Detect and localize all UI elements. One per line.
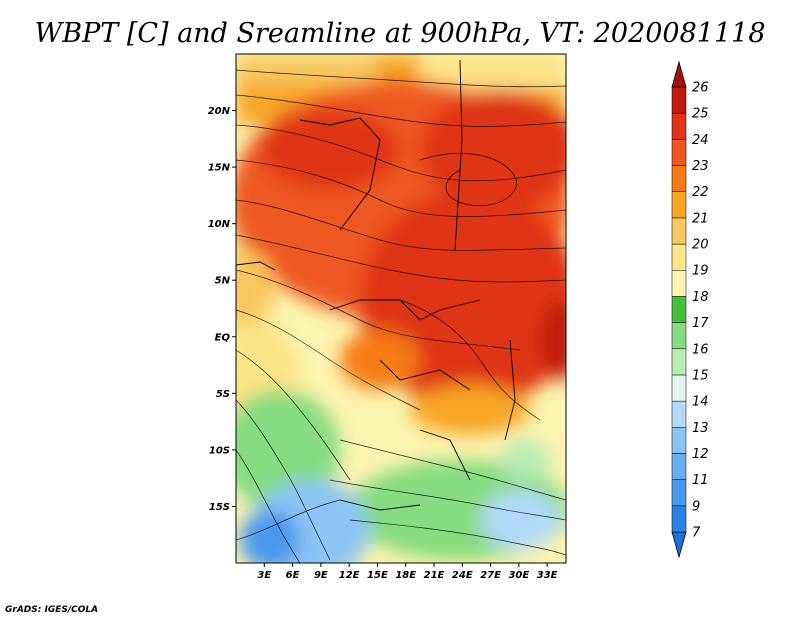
colorbar-label: 12	[692, 447, 709, 462]
colorbar-label: 24	[692, 133, 709, 148]
y-tick-label: 10S	[209, 445, 230, 456]
x-tick-label: 3E	[257, 570, 271, 581]
colorbar-segment	[671, 322, 687, 350]
colorbar-label: 15	[692, 368, 709, 383]
colorbar-label: 19	[692, 264, 709, 279]
colorbar: 7 9 11 12 13 14 15 16 17 18 19 20 21 22 23 24 25 26	[671, 60, 709, 559]
colorbar-segment	[671, 296, 687, 323]
x-tick-label: 18E	[395, 570, 416, 581]
y-tick-label: 15N	[208, 163, 231, 174]
colorbar-label: 26	[692, 81, 709, 96]
colorbar-label: 7	[692, 526, 701, 541]
colorbar-label: 23	[692, 159, 709, 174]
x-tick-label: 9E	[314, 570, 328, 581]
colorbar-segment	[671, 453, 687, 480]
colorbar-top-arrow	[671, 60, 687, 88]
colorbar-label: 22	[692, 185, 709, 200]
colorbar-label: 13	[692, 421, 709, 436]
colorbar-segment	[671, 112, 687, 140]
y-axis: 20N 15N 10N 5N EQ 5S 10S 15S	[208, 106, 236, 513]
y-tick-label: EQ	[215, 332, 231, 343]
colorbar-segment	[671, 505, 687, 533]
plot-frame	[235, 53, 567, 564]
y-tick-label: 10N	[208, 219, 231, 230]
colorbar-label: 18	[692, 290, 709, 305]
colorbar-label: 20	[692, 238, 709, 253]
x-tick-label: 15E	[367, 570, 388, 581]
colorbar-label: 25	[692, 107, 709, 122]
x-tick-label: 24E	[452, 570, 473, 581]
colorbar-segment	[671, 269, 687, 297]
colorbar-segment	[671, 165, 687, 192]
colorbar-label: 21	[692, 211, 709, 226]
y-tick-label: 20N	[208, 106, 231, 117]
streamlines	[236, 69, 566, 563]
colorbar-segment	[671, 479, 687, 507]
grads-credit: GrADS: IGES/COLA	[5, 605, 98, 615]
chart-title: WBPT [C] and Sreamline at 900hPa, VT: 20…	[35, 18, 766, 49]
colorbar-segment	[671, 191, 687, 219]
colorbar-segment	[671, 427, 687, 454]
colorbar-label: 17	[692, 316, 709, 331]
y-tick-label: 5S	[216, 389, 230, 400]
x-tick-label: 21E	[424, 570, 445, 581]
x-tick-label: 6E	[286, 570, 300, 581]
x-tick-label: 33E	[537, 570, 558, 581]
colorbar-segment	[671, 86, 687, 114]
colorbar-bottom-arrow	[671, 531, 687, 559]
y-tick-label: 5N	[215, 276, 231, 287]
x-tick-label: 12E	[339, 570, 360, 581]
colorbar-label: 14	[692, 395, 709, 410]
x-axis: 3E 6E 9E 12E 15E 18E 21E 24E 27E 30E 33E	[257, 563, 558, 581]
country-borders	[236, 59, 516, 511]
colorbar-label: 16	[692, 342, 709, 357]
x-tick-label: 27E	[480, 570, 501, 581]
plot-area	[236, 54, 566, 563]
colorbar-segment	[671, 139, 687, 166]
colorbar-segment	[671, 400, 687, 428]
colorbar-segment	[671, 348, 687, 376]
colorbar-label: 9	[692, 499, 700, 514]
colorbar-segment	[671, 217, 687, 245]
y-tick-label: 15S	[209, 502, 230, 513]
x-tick-label: 30E	[508, 570, 529, 581]
colorbar-label: 11	[692, 473, 709, 488]
colorbar-segment	[671, 243, 687, 271]
colorbar-segment	[671, 374, 687, 402]
